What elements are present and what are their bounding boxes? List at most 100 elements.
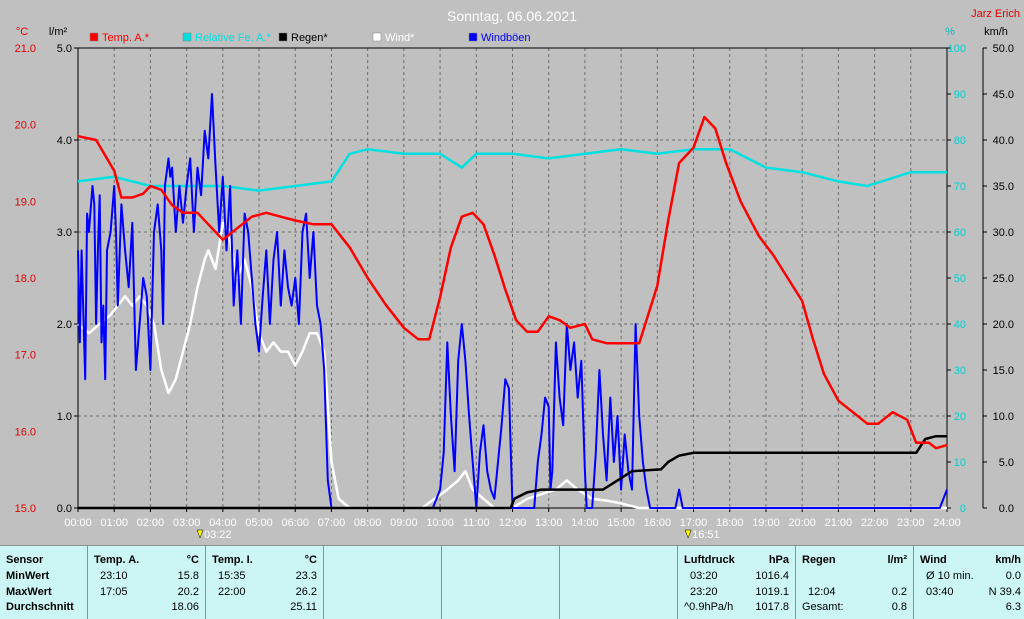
luftdruck-header: Luftdruck [684, 554, 735, 566]
luftdruck-max-value: 1019.1 [755, 586, 789, 598]
x-tick-label: 03:00 [173, 517, 201, 529]
legend-swatch [372, 32, 382, 42]
luftdruck-max-time: 23:20 [690, 586, 718, 598]
rain-unit-label: l/m² [49, 26, 68, 38]
legend-swatch [468, 32, 478, 42]
luftdruck-min-value: 1016.4 [755, 570, 789, 582]
x-tick-label: 24:00 [933, 517, 961, 529]
legend: Temp. A.* Relative Fe. A.* Regen* Wind* Wind… [89, 32, 531, 44]
temp-tick-label: 20.0 [15, 120, 36, 132]
regen-section: Regen l/m² 12:04 0.2 Gesamt: 0.8 [796, 546, 914, 619]
temp-a-avg-value: 18.06 [171, 601, 199, 613]
statistics-panel: Sensor MinWert MaxWert Durchschnitt Temp… [0, 545, 1024, 619]
legend-label: Windböen [481, 32, 531, 44]
event-marker-label: 03:22 [204, 529, 232, 541]
lightning-icon [684, 529, 692, 539]
rain-tick-label: 2.0 [57, 319, 72, 331]
x-tick-label: 04:00 [209, 517, 237, 529]
temp-i-header: Temp. I. [212, 554, 253, 566]
x-tick-label: 18:00 [716, 517, 744, 529]
temp-i-max-value: 26.2 [295, 586, 317, 598]
wind-min-label: Ø 10 min. [926, 570, 974, 582]
series-line-relative-fe-a [77, 147, 947, 192]
temp-a-min-time: 23:10 [100, 570, 128, 582]
rain-tick-label: 4.0 [57, 135, 72, 147]
hum-tick-label: 100 [948, 43, 966, 55]
event-markers: 03:22 16:51 [196, 529, 720, 541]
temp-tick-label: 21.0 [15, 43, 36, 55]
hum-tick-label: 70 [954, 181, 966, 193]
temp-tick-label: 15.0 [15, 503, 36, 515]
wind-tick-label: 25.0 [993, 273, 1014, 285]
legend-swatch [278, 32, 288, 42]
hum-tick-label: 50 [954, 273, 966, 285]
hum-tick-label: 90 [954, 89, 966, 101]
x-tick-label: 13:00 [535, 517, 563, 529]
regen-total-value: 0.8 [891, 601, 907, 613]
series-line-wind [77, 221, 947, 510]
wind-section: Wind km/h Ø 10 min. 0.0 03:40 N 39.4 6.3 [914, 546, 1024, 619]
chart-svg: 00:00 01:00 02:00 03:00 04:00 05:00 06:00 07:00… [15, 8, 1020, 541]
luftdruck-unit: hPa [768, 554, 789, 566]
rain-tick-label: 5.0 [57, 43, 72, 55]
temp-i-unit: °C [304, 554, 317, 566]
x-tick-label: 16:00 [644, 517, 672, 529]
x-tick-label: 23:00 [897, 517, 925, 529]
regen-max-time: 12:04 [808, 586, 836, 598]
hum-tick-label: 60 [954, 227, 966, 239]
x-tick-label: 19:00 [752, 517, 780, 529]
series-line-temp-a [77, 115, 948, 450]
series-lines [77, 93, 948, 510]
series-line-windb-en [77, 93, 948, 509]
hum-tick-label: 0 [960, 503, 966, 515]
temp-i-avg-value: 25.11 [290, 601, 317, 613]
lightning-icon [196, 529, 204, 539]
row-label-avg: Durchschnitt [6, 601, 74, 613]
x-tick-label: 21:00 [825, 517, 853, 529]
temp-a-unit: °C [186, 554, 199, 566]
hum-tick-label: 20 [954, 411, 966, 423]
temp-tick-label: 16.0 [15, 426, 36, 438]
wind-tick-label: 40.0 [993, 135, 1014, 147]
regen-header: Regen [802, 554, 836, 566]
empty-section-3 [560, 546, 678, 619]
wind-tick-label: 35.0 [993, 181, 1014, 193]
wind-tick-label: 50.0 [993, 43, 1014, 55]
empty-section-2 [442, 546, 560, 619]
axes: 00:00 01:00 02:00 03:00 04:00 05:00 06:00 07:00… [15, 43, 1014, 529]
temp-i-max-time: 22:00 [218, 586, 246, 598]
x-tick-label: 14:00 [571, 517, 599, 529]
chart-title: Sonntag, 06.06.2021 [447, 8, 577, 24]
series-line-regen [78, 434, 947, 510]
wind-max-value: N 39.4 [988, 586, 1021, 598]
x-tick-label: 06:00 [281, 517, 309, 529]
x-tick-label: 00:00 [64, 517, 92, 529]
event-marker-label: 16:51 [692, 529, 720, 541]
wind-unit: km/h [995, 554, 1021, 566]
temp-a-min-value: 15.8 [177, 570, 199, 582]
luftdruck-min-time: 03:20 [690, 570, 718, 582]
luftdruck-section: Luftdruck hPa 03:20 1016.4 23:20 1019.1 … [678, 546, 796, 619]
x-tick-label: 17:00 [680, 517, 708, 529]
row-label-min: MinWert [6, 570, 50, 582]
empty-section-1 [324, 546, 442, 619]
temp-tick-label: 17.0 [15, 350, 36, 362]
rain-tick-label: 3.0 [57, 227, 72, 239]
row-label-max: MaxWert [6, 586, 52, 598]
wind-max-time: 03:40 [926, 586, 954, 598]
author-label: Jarz Erich [971, 8, 1020, 20]
x-tick-label: 20:00 [788, 517, 816, 529]
temp-unit-label: °C [16, 26, 28, 38]
x-tick-label: 12:00 [499, 517, 527, 529]
wind-tick-label: 15.0 [993, 365, 1014, 377]
wind-tick-label: 30.0 [993, 227, 1014, 239]
temp-a-header: Temp. A. [94, 554, 140, 566]
x-tick-label: 01:00 [100, 517, 128, 529]
x-tick-label: 11:00 [463, 517, 490, 529]
regen-max-value: 0.2 [891, 586, 907, 598]
wind-tick-label: 20.0 [993, 319, 1014, 331]
weather-chart: 00:00 01:00 02:00 03:00 04:00 05:00 06:00 07:00… [15, 8, 1020, 541]
x-tick-label: 09:00 [390, 517, 418, 529]
wind-unit-label: km/h [984, 26, 1008, 38]
temp-a-max-value: 20.2 [177, 586, 199, 598]
